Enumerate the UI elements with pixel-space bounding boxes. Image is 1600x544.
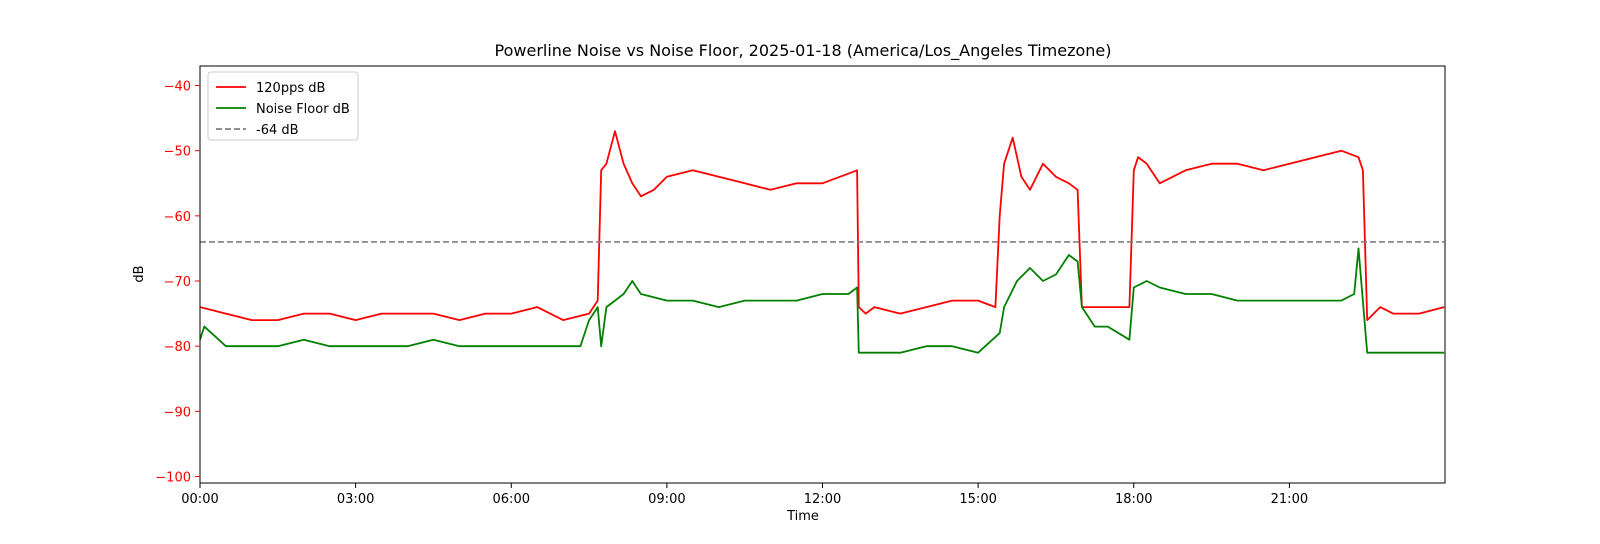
series-line-1 bbox=[200, 130, 1445, 322]
legend-label-3: -64 dB bbox=[256, 123, 299, 138]
x-tick-label-2: 06:00 bbox=[493, 492, 530, 507]
x-axis-label: Time bbox=[786, 509, 819, 524]
y-axis-label: dB bbox=[132, 265, 147, 282]
series-group bbox=[200, 130, 1445, 354]
legend-label-2: Noise Floor dB bbox=[256, 102, 350, 117]
x-axis: 00:00 03:00 06:00 09:00 12:00 15:00 18:00 21:00 bbox=[181, 483, 1308, 507]
y-axis: −40 −50 −60 −70 −80 −90 −100 bbox=[155, 80, 200, 485]
legend-box bbox=[207, 71, 359, 141]
legend-label-1: 120pps dB bbox=[256, 81, 325, 96]
chart-title: Powerline Noise vs Noise Floor, 2025-01-… bbox=[495, 41, 1112, 61]
y-tick-label-4: −80 bbox=[164, 340, 191, 355]
x-tick-label-7: 21:00 bbox=[1271, 492, 1308, 507]
y-tick-label-0: −40 bbox=[164, 80, 191, 95]
x-tick-label-4: 12:00 bbox=[804, 492, 841, 507]
x-tick-label-3: 09:00 bbox=[648, 492, 685, 507]
y-tick-label-5: −90 bbox=[164, 405, 191, 420]
series-line-2 bbox=[200, 247, 1445, 354]
x-tick-label-1: 03:00 bbox=[337, 492, 374, 507]
y-tick-label-1: −50 bbox=[164, 145, 191, 160]
x-tick-label-0: 00:00 bbox=[181, 492, 218, 507]
x-tick-label-6: 18:00 bbox=[1115, 492, 1152, 507]
y-tick-label-2: −60 bbox=[164, 210, 191, 225]
plot-area bbox=[199, 65, 1446, 484]
x-tick-label-5: 15:00 bbox=[959, 492, 996, 507]
y-tick-label-3: −70 bbox=[164, 275, 191, 290]
plot-frame bbox=[199, 65, 1446, 484]
y-tick-label-6: −100 bbox=[155, 470, 191, 485]
legend: 120pps dB Noise Floor dB -64 dB bbox=[207, 71, 359, 141]
